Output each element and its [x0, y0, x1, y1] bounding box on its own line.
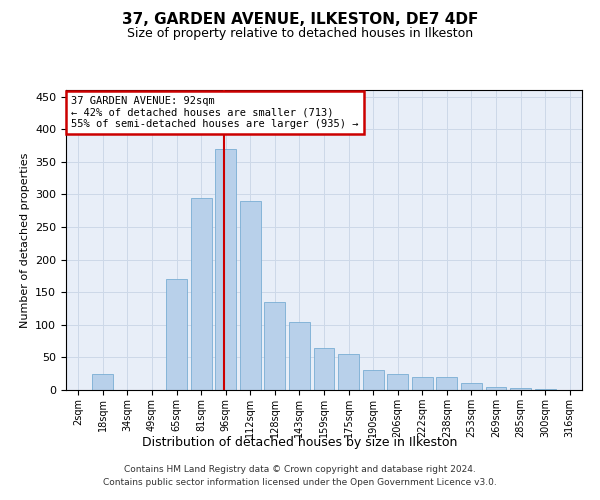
Bar [510, 388, 531, 390]
Bar [338, 354, 359, 390]
Text: Size of property relative to detached houses in Ilkeston: Size of property relative to detached ho… [127, 28, 473, 40]
Bar [191, 198, 212, 390]
Bar [240, 201, 261, 390]
Bar [436, 377, 457, 390]
Text: Contains HM Land Registry data © Crown copyright and database right 2024.: Contains HM Land Registry data © Crown c… [124, 466, 476, 474]
Text: 37, GARDEN AVENUE, ILKESTON, DE7 4DF: 37, GARDEN AVENUE, ILKESTON, DE7 4DF [122, 12, 478, 28]
Bar [166, 279, 187, 390]
Bar [265, 302, 286, 390]
Bar [362, 370, 383, 390]
Bar [215, 148, 236, 390]
Text: Contains public sector information licensed under the Open Government Licence v3: Contains public sector information licen… [103, 478, 497, 487]
Text: 37 GARDEN AVENUE: 92sqm
← 42% of detached houses are smaller (713)
55% of semi-d: 37 GARDEN AVENUE: 92sqm ← 42% of detache… [71, 96, 359, 129]
Bar [387, 374, 408, 390]
Bar [92, 374, 113, 390]
Bar [289, 322, 310, 390]
Bar [535, 388, 556, 390]
Bar [461, 384, 482, 390]
Y-axis label: Number of detached properties: Number of detached properties [20, 152, 29, 328]
Text: Distribution of detached houses by size in Ilkeston: Distribution of detached houses by size … [142, 436, 458, 449]
Bar [314, 348, 334, 390]
Bar [485, 386, 506, 390]
Bar [412, 377, 433, 390]
